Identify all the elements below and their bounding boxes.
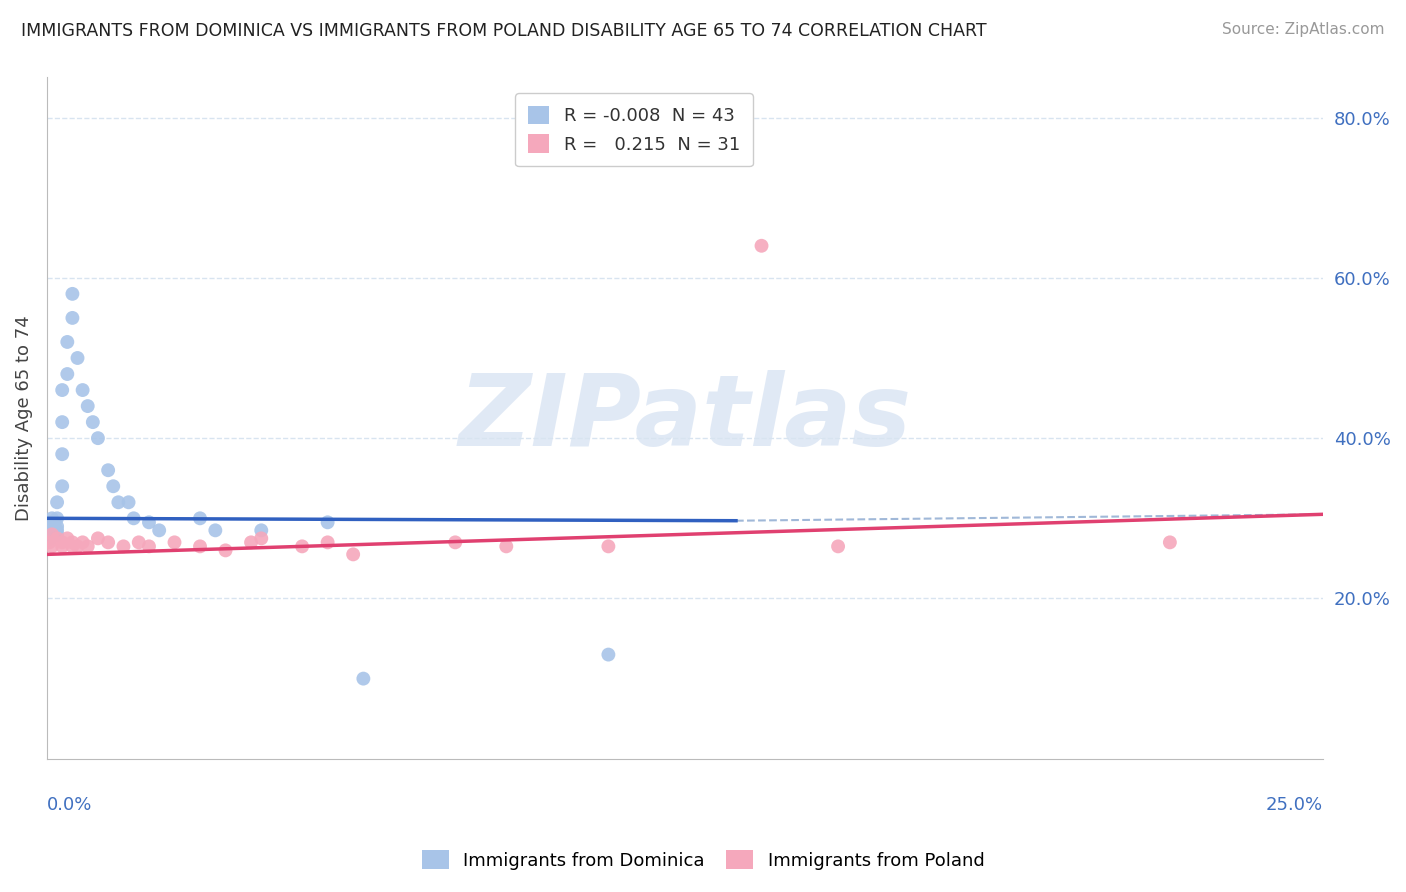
Point: [250, 524, 273, 538]
Point: [41, 511, 63, 525]
Point: [128, 535, 150, 549]
Point: [72, 535, 94, 549]
Point: [72, 383, 94, 397]
Point: [56, 532, 79, 546]
Point: [41, 527, 63, 541]
Point: [46, 532, 69, 546]
Point: [250, 532, 273, 546]
Point: [188, 511, 211, 525]
Point: [598, 540, 620, 554]
Point: [76, 399, 98, 413]
Text: 0.0%: 0.0%: [46, 797, 93, 814]
Point: [163, 535, 186, 549]
Point: [51, 447, 73, 461]
Text: 25.0%: 25.0%: [1265, 797, 1323, 814]
Point: [138, 540, 160, 554]
Y-axis label: Disability Age 65 to 74: Disability Age 65 to 74: [15, 315, 32, 521]
Point: [240, 535, 263, 549]
Point: [39, 532, 62, 546]
Point: [112, 540, 135, 554]
Point: [1159, 535, 1181, 549]
Point: [38, 516, 60, 530]
Point: [51, 540, 73, 554]
Point: [107, 495, 129, 509]
Legend: R = -0.008  N = 43, R =   0.215  N = 31: R = -0.008 N = 43, R = 0.215 N = 31: [515, 94, 752, 166]
Point: [148, 524, 170, 538]
Point: [62, 310, 84, 325]
Text: IMMIGRANTS FROM DOMINICA VS IMMIGRANTS FROM POLAND DISABILITY AGE 65 TO 74 CORRE: IMMIGRANTS FROM DOMINICA VS IMMIGRANTS F…: [21, 22, 987, 40]
Point: [342, 548, 364, 562]
Point: [46, 524, 69, 538]
Point: [103, 479, 125, 493]
Point: [51, 479, 73, 493]
Point: [316, 535, 339, 549]
Point: [56, 334, 79, 349]
Point: [444, 535, 467, 549]
Point: [117, 495, 139, 509]
Point: [41, 527, 63, 541]
Point: [76, 540, 98, 554]
Point: [46, 495, 69, 509]
Point: [56, 367, 79, 381]
Point: [291, 540, 314, 554]
Point: [352, 672, 374, 686]
Point: [97, 535, 120, 549]
Point: [51, 415, 73, 429]
Point: [66, 351, 89, 365]
Point: [62, 540, 84, 554]
Point: [46, 511, 69, 525]
Point: [41, 540, 63, 554]
Point: [598, 648, 620, 662]
Point: [51, 535, 73, 549]
Text: Source: ZipAtlas.com: Source: ZipAtlas.com: [1222, 22, 1385, 37]
Text: ZIPatlas: ZIPatlas: [458, 369, 911, 467]
Point: [44, 516, 66, 530]
Point: [751, 239, 773, 253]
Point: [38, 524, 60, 538]
Point: [51, 383, 73, 397]
Point: [38, 535, 60, 549]
Point: [316, 516, 339, 530]
Point: [41, 524, 63, 538]
Point: [82, 415, 104, 429]
Point: [204, 524, 226, 538]
Point: [41, 519, 63, 533]
Point: [44, 524, 66, 538]
Point: [62, 286, 84, 301]
Point: [87, 431, 110, 445]
Legend: Immigrants from Dominica, Immigrants from Poland: Immigrants from Dominica, Immigrants fro…: [415, 843, 991, 877]
Point: [62, 535, 84, 549]
Point: [46, 519, 69, 533]
Point: [214, 543, 236, 558]
Point: [495, 540, 517, 554]
Point: [46, 527, 69, 541]
Point: [138, 516, 160, 530]
Point: [188, 540, 211, 554]
Point: [66, 540, 89, 554]
Point: [827, 540, 849, 554]
Point: [97, 463, 120, 477]
Point: [41, 516, 63, 530]
Point: [87, 532, 110, 546]
Point: [41, 519, 63, 533]
Point: [122, 511, 145, 525]
Point: [44, 519, 66, 533]
